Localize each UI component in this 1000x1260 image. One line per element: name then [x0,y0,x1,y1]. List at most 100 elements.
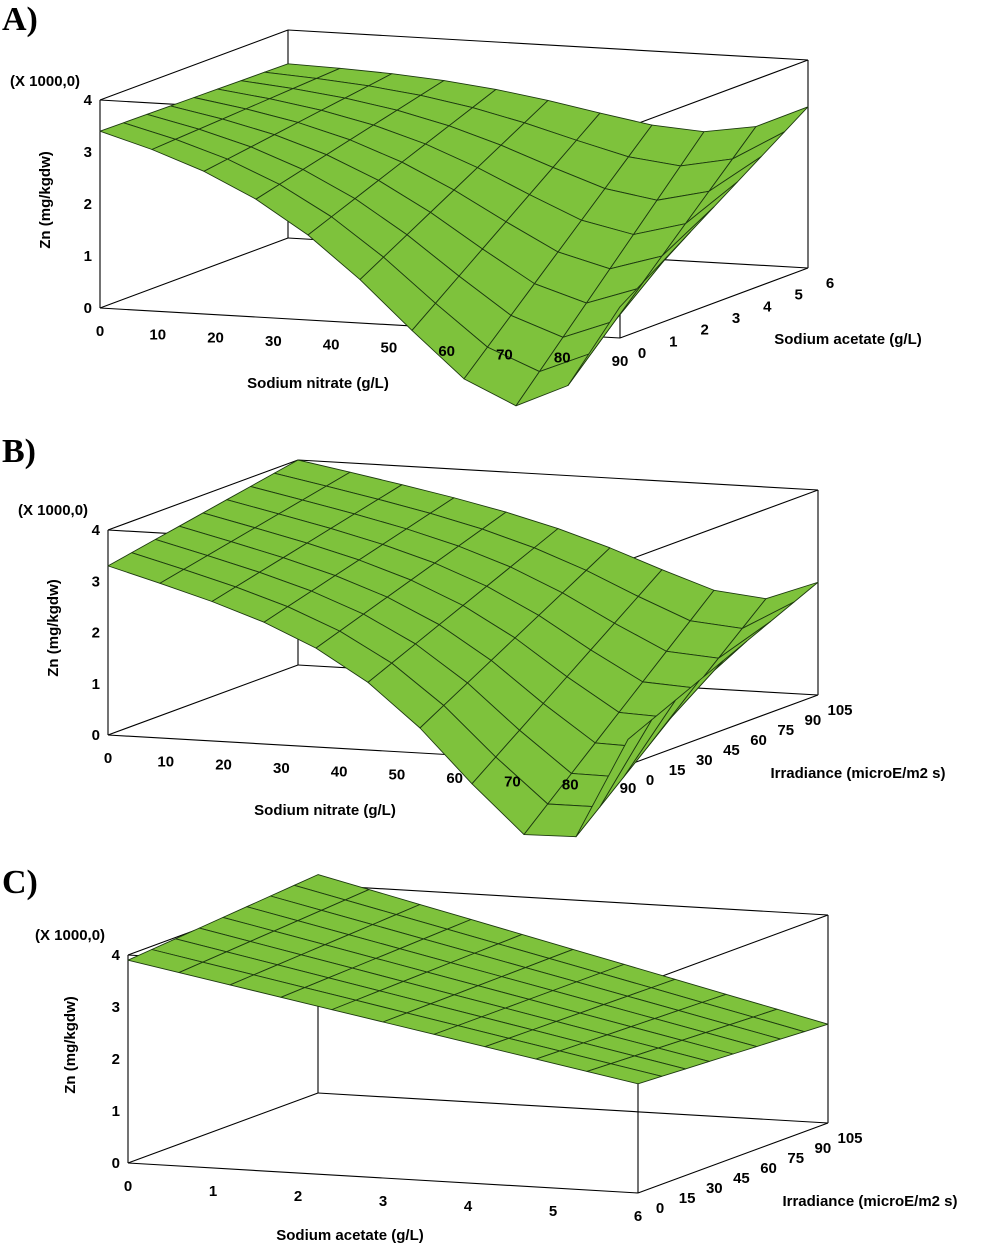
surface-cell [567,281,644,386]
box-edge [637,914,829,986]
x-tick-label: 70 [496,346,513,363]
x-tick-label: 80 [562,777,579,794]
box-edge [107,459,299,531]
response-surface [107,459,819,838]
x-tick-label: 4 [464,1198,473,1215]
x-axis-title: Sodium acetate (g/L) [276,1227,424,1244]
chart-panel-1: A)(X 1000,0)0 10 20 30 40 50 60 70 80 90 012345601… [2,1,922,407]
x-tick-label: 70 [504,773,521,790]
y-tick-label: 1 [669,333,677,350]
y-axis-title: Sodium acetate (g/L) [774,331,922,348]
y-tick-label: 60 [750,732,767,749]
z-tick-label: 1 [92,676,100,693]
y-tick-label: 30 [696,752,713,769]
z-tick-label: 0 [112,1155,120,1172]
y-tick-label: 45 [723,742,740,759]
y-tick-label: 105 [837,1130,862,1147]
z-multiplier-label: (X 1000,0) [18,502,88,519]
x-tick-label: 0 [104,750,112,767]
z-tick-label: 3 [92,573,100,590]
x-tick-label: 20 [207,330,224,347]
y-tick-label: 75 [787,1150,804,1167]
surface-cell [575,719,653,838]
y-axis-title: Irradiance (microE/m2 s) [770,765,945,782]
box-edge [297,459,819,491]
box-edge [619,267,809,339]
y-tick-label: 15 [669,762,686,779]
x-tick-label: 0 [124,1178,132,1195]
y-tick-label: 105 [827,702,852,719]
y-tick-label: 0 [656,1200,664,1217]
box-edge [127,1162,639,1194]
y-tick-label: 5 [794,287,802,304]
box-edge [637,1122,829,1194]
response-surface [127,874,829,1085]
y-tick-label: 3 [732,310,740,327]
box-edge [107,664,299,736]
x-axis-title: Sodium nitrate (g/L) [247,375,389,392]
z-multiplier-label: (X 1000,0) [35,927,105,944]
x-tick-label: 3 [379,1193,387,1210]
x-tick-label: 10 [157,753,174,770]
x-tick-label: 30 [265,333,282,350]
y-axis-title: Irradiance (microE/m2 s) [782,1193,957,1210]
y-tick-label: 2 [700,322,708,339]
x-tick-label: 50 [381,340,398,357]
chart-panel-2: B)(X 1000,0)0 10 20 30 40 50 60 70 80 90 015304560… [2,433,946,838]
x-tick-label: 10 [149,326,166,343]
response-surface [99,63,809,407]
z-tick-label: 2 [92,625,100,642]
x-tick-label: 90 [620,780,637,797]
y-tick-label: 4 [763,298,772,315]
z-tick-label: 3 [84,144,92,161]
z-multiplier-label: (X 1000,0) [10,73,80,90]
x-tick-label: 80 [554,350,571,367]
x-tick-label: 50 [389,767,406,784]
x-tick-label: 5 [549,1203,557,1220]
y-tick-label: 30 [706,1180,723,1197]
x-tick-label: 6 [634,1208,642,1225]
y-tick-label: 6 [826,275,834,292]
x-axis-title: Sodium nitrate (g/L) [254,802,396,819]
box-edge [287,29,809,61]
y-tick-label: 90 [815,1140,832,1157]
x-tick-label: 40 [323,336,340,353]
z-tick-label: 4 [84,92,93,109]
x-tick-label: 40 [331,763,348,780]
y-tick-label: 75 [777,722,794,739]
z-tick-label: 2 [112,1051,120,1068]
box-edge [317,1092,829,1124]
x-tick-label: 30 [273,760,290,777]
z-tick-label: 1 [84,248,92,265]
z-tick-label: 3 [112,999,120,1016]
y-tick-label: 0 [646,772,654,789]
z-axis-title: Zn (mg/kgdw) [62,996,79,1094]
y-tick-label: 15 [679,1190,696,1207]
z-axis-title: Zn (mg/kgdw) [45,579,62,677]
panel-label: A) [2,1,38,38]
z-tick-label: 0 [84,300,92,317]
y-tick-label: 45 [733,1170,750,1187]
surface-cell [586,1063,663,1085]
x-tick-label: 1 [209,1183,217,1200]
panel-label: C) [2,864,38,901]
z-tick-label: 1 [112,1103,120,1120]
box-edge [317,884,829,916]
panel-label: B) [2,433,36,470]
z-axis-title: Zn (mg/kgdw) [37,151,54,249]
box-edge [627,489,819,561]
chart-panel-3: C)(X 1000,0)0 1 2 3 4 5 6 015304560759010501234… [2,864,958,1244]
z-tick-label: 2 [84,196,92,213]
box-edge [619,59,809,131]
box-edge [99,237,289,309]
y-tick-label: 90 [805,712,822,729]
x-tick-label: 20 [215,757,232,774]
box-edge [127,1092,319,1164]
box-edge [99,29,289,101]
z-tick-label: 4 [92,522,101,539]
box-edge [627,694,819,766]
bounding-box [127,884,829,1194]
z-tick-label: 4 [112,947,121,964]
y-tick-label: 60 [760,1160,777,1177]
